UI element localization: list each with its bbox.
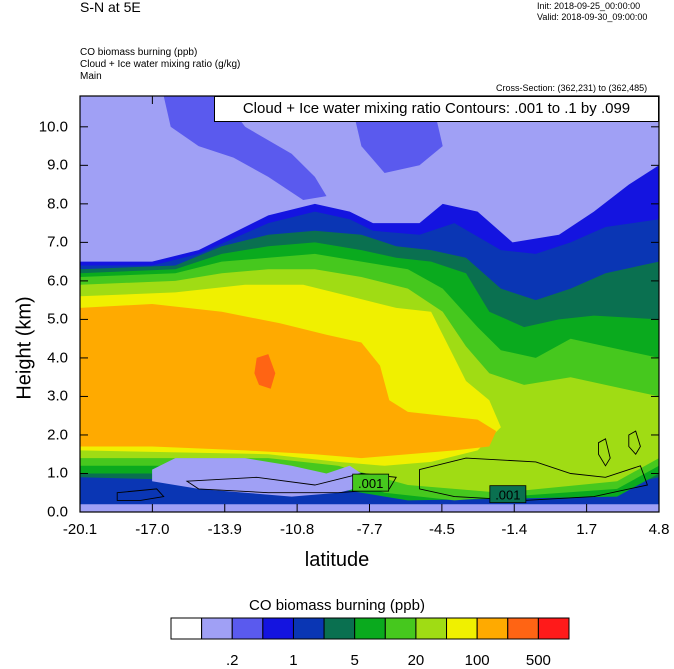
contour-label-box	[352, 473, 390, 492]
y-tick-label: 7.0	[47, 233, 68, 251]
colorbar-swatch	[354, 617, 386, 640]
colorbar-swatch	[262, 617, 294, 640]
field-label-cloud: Cloud + Ice water mixing ratio (g/kg)	[80, 59, 241, 70]
colorbar	[170, 617, 570, 640]
cloud-contour-4	[598, 438, 611, 467]
cloud-contour-3	[628, 430, 641, 455]
x-axis-title: latitude	[304, 549, 370, 571]
x-tick-label: -4.5	[428, 521, 455, 538]
x-tick-label: 4.8	[648, 521, 670, 538]
colorbar-swatch	[384, 617, 417, 640]
colorbar-swatch	[537, 617, 570, 640]
page-title: S-N at 5E	[80, 0, 141, 15]
y-tick-label: 2.0	[47, 426, 68, 444]
colorbar-label: 20	[407, 652, 425, 669]
y-tick-label: 9.0	[47, 156, 68, 174]
y-tick-label: 8.0	[47, 195, 68, 213]
contour-label-box	[489, 485, 527, 504]
cloud-contour-1	[185, 473, 397, 494]
contour-label: .001	[358, 476, 383, 491]
cloud-contour-0	[116, 488, 165, 501]
colorbar-swatch	[231, 617, 264, 640]
field-label-co: CO biomass burning (ppb)	[80, 47, 198, 58]
colorbar-swatch	[446, 617, 478, 640]
colorbar-title: CO biomass burning (ppb)	[249, 597, 425, 614]
colorbar-label: 5	[350, 652, 359, 669]
colorbar-swatch	[323, 617, 356, 640]
valid-time: Valid: 2018-09-30_09:00:00	[537, 12, 648, 22]
co-region-level-10	[80, 304, 497, 459]
co-region-level-2	[163, 96, 327, 200]
co-region-level-11	[254, 354, 276, 389]
x-tick-label: -7.7	[356, 521, 383, 538]
x-tick-label: -17.0	[135, 521, 170, 538]
colorbar-swatch	[507, 617, 539, 640]
y-tick-label: 0.0	[47, 503, 68, 521]
colorbar-swatch	[476, 617, 509, 640]
colorbar-swatch	[201, 617, 233, 640]
colorbar-swatch	[170, 617, 203, 640]
x-tick-label: -1.4	[501, 521, 528, 538]
y-tick-label: 10.0	[38, 118, 68, 136]
colorbar-label: .2	[225, 652, 239, 669]
cloud-ice-contour-lines: .001 .001	[116, 430, 648, 504]
field-label-main: Main	[80, 71, 102, 82]
colorbar-label: 100	[464, 652, 490, 669]
y-tick-label: 6.0	[47, 272, 68, 290]
x-tick-label: -10.8	[280, 521, 315, 538]
y-tick-label: 4.0	[47, 349, 68, 367]
x-tick-label: 1.7	[576, 521, 598, 538]
colorbar-swatch	[292, 617, 325, 640]
cloud-contour-2	[419, 457, 648, 501]
contour-label: .001	[495, 488, 520, 503]
y-tick-label: 3.0	[47, 387, 68, 405]
x-tick-label: -13.9	[207, 521, 242, 538]
colorbar-label: 500	[525, 652, 551, 669]
x-tick-label: -20.1	[62, 521, 98, 538]
y-tick-label: 5.0	[47, 310, 68, 328]
init-time: Init: 2018-09-25_00:00:00	[537, 1, 641, 11]
co-shaded-regions	[80, 96, 659, 512]
contour-legend-box: Cloud + Ice water mixing ratio Contours:…	[214, 96, 659, 122]
colorbar-swatch	[415, 617, 448, 640]
y-tick-label: 1.0	[47, 464, 68, 482]
cross-section-info: Cross-Section: (362,231) to (362,485)	[496, 83, 648, 93]
colorbar-label: 1	[289, 652, 298, 669]
